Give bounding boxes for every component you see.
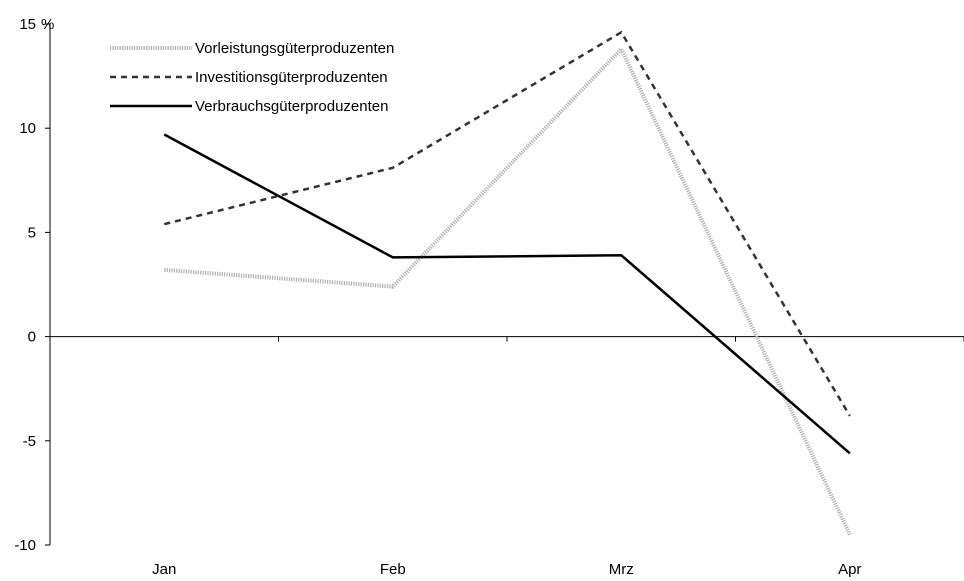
legend-label: Verbrauchsgüterproduzenten <box>195 98 388 115</box>
y-unit-label: % <box>41 16 54 33</box>
y-tick-label: 5 <box>28 224 36 241</box>
x-tick-label: Mrz <box>609 561 634 578</box>
y-tick-label: 15 <box>19 16 36 33</box>
x-tick-label: Jan <box>152 561 176 578</box>
series-line-3 <box>163 133 851 455</box>
x-tick-label: Apr <box>838 561 861 578</box>
series-line-2 <box>164 30 851 417</box>
series-line-1 <box>164 45 852 536</box>
series-layer <box>163 30 852 536</box>
y-tick-label: 10 <box>19 120 36 137</box>
y-tick-label: -5 <box>23 433 36 450</box>
axes: -10 -5 0 5 10 15 % Jan Feb Mrz Apr <box>14 16 964 578</box>
legend-label: Investitionsgüterproduzenten <box>195 69 388 86</box>
x-tick-label: Feb <box>380 561 406 578</box>
y-tick-label: -10 <box>14 537 36 554</box>
legend-label: Vorleistungsgüterproduzenten <box>195 40 394 57</box>
y-tick-label: 0 <box>28 329 36 346</box>
legend: Vorleistungsgüterproduzenten Investitions… <box>110 40 394 115</box>
